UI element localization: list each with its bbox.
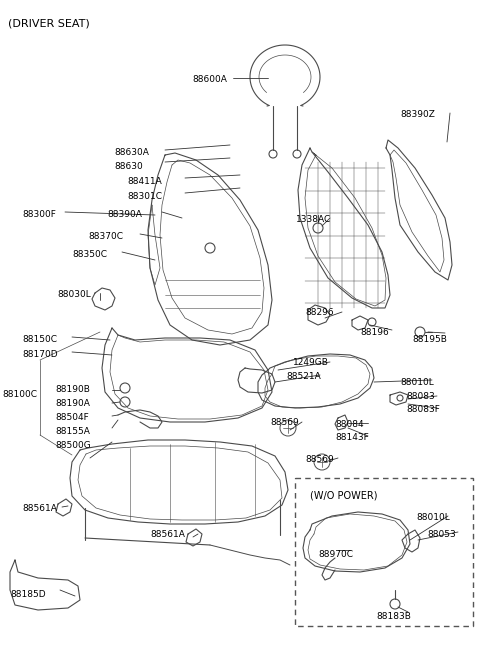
Text: 88143F: 88143F [335, 433, 369, 442]
Text: 88150C: 88150C [22, 335, 57, 344]
Text: 88030L: 88030L [57, 290, 91, 299]
FancyBboxPatch shape [295, 478, 473, 626]
Text: 1338AC: 1338AC [296, 215, 331, 224]
Text: 88300F: 88300F [22, 210, 56, 219]
Text: 88350C: 88350C [72, 250, 107, 259]
Text: 88370C: 88370C [88, 232, 123, 241]
Text: 88083F: 88083F [406, 405, 440, 414]
Text: 88390A: 88390A [107, 210, 142, 219]
Text: 88053: 88053 [427, 530, 456, 539]
Text: 88196: 88196 [360, 328, 389, 337]
Text: 88521A: 88521A [286, 372, 321, 381]
Text: 88010L: 88010L [400, 378, 434, 387]
Text: 88970C: 88970C [318, 550, 353, 559]
Text: 88183B: 88183B [376, 612, 411, 621]
Text: 88185D: 88185D [10, 590, 46, 599]
Text: 88100C: 88100C [2, 390, 37, 399]
Text: 88190A: 88190A [55, 399, 90, 408]
Text: 88630A: 88630A [114, 148, 149, 157]
Text: 88010L: 88010L [416, 513, 450, 522]
Text: 88600A: 88600A [192, 75, 227, 84]
Text: 88561A: 88561A [22, 504, 57, 513]
Text: 1249GB: 1249GB [293, 358, 329, 367]
Text: 88630: 88630 [114, 162, 143, 171]
Text: 88190B: 88190B [55, 385, 90, 394]
Text: 88195B: 88195B [412, 335, 447, 344]
Text: 88504F: 88504F [55, 413, 89, 422]
Text: 88083: 88083 [406, 392, 435, 401]
Text: (W/O POWER): (W/O POWER) [310, 490, 377, 500]
Text: 88569: 88569 [305, 455, 334, 464]
Text: 88390Z: 88390Z [400, 110, 435, 119]
Text: 88170D: 88170D [22, 350, 58, 359]
Text: 88155A: 88155A [55, 427, 90, 436]
Text: 88084: 88084 [335, 420, 364, 429]
Text: (DRIVER SEAT): (DRIVER SEAT) [8, 18, 90, 28]
Text: 88296: 88296 [305, 308, 334, 317]
Text: 88411A: 88411A [127, 177, 162, 186]
Text: 88500G: 88500G [55, 441, 91, 450]
Text: 88569: 88569 [270, 418, 299, 427]
Text: 88301C: 88301C [127, 192, 162, 201]
Text: 88561A: 88561A [150, 530, 185, 539]
